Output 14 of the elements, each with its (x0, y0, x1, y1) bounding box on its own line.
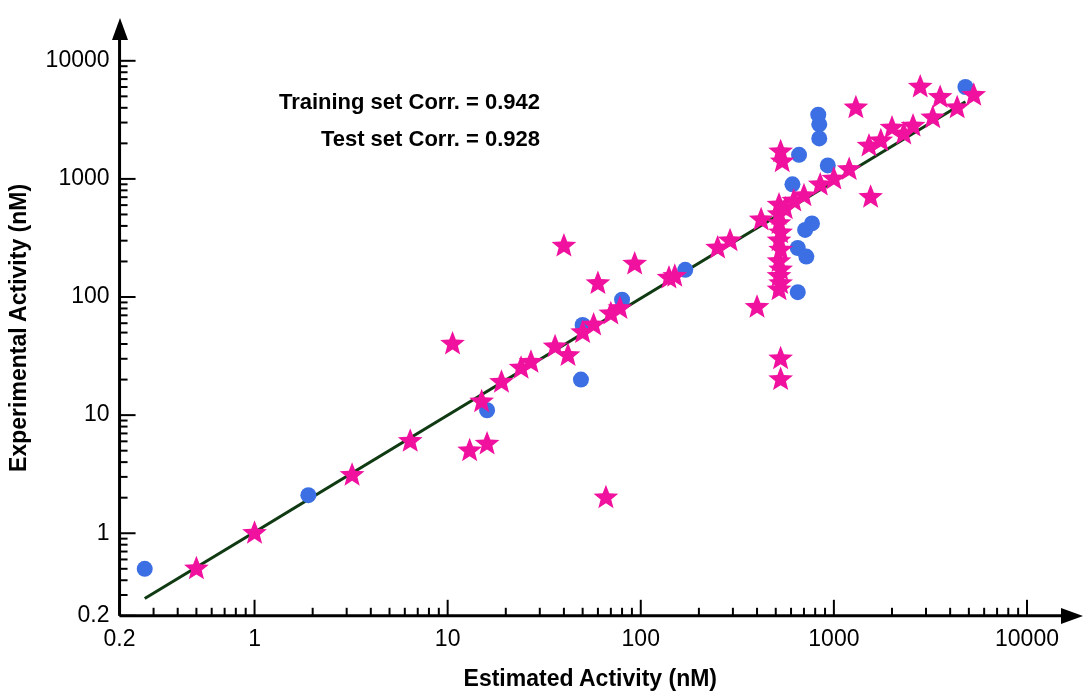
y-tick-label: 1 (96, 518, 110, 545)
x-tick-label: 1000 (808, 624, 860, 651)
x-tick-label: 1 (248, 624, 261, 651)
y-tick-label: 100 (71, 282, 110, 309)
x-tick-label: 10000 (995, 624, 1059, 651)
x-tick-label: 10 (434, 624, 461, 651)
y-tick-label: 10 (83, 400, 110, 427)
x-axis-title: Estimated Activity (nM) (463, 664, 718, 691)
y-axis-title: Experimental Activity (nM) (5, 183, 32, 472)
annotation: Test set Corr. = 0.928 (320, 126, 540, 152)
y-tick-label: 1000 (58, 164, 110, 191)
x-tick-label: 100 (621, 624, 660, 651)
annotation: Training set Corr. = 0.942 (278, 89, 540, 115)
y-tick-label: 10000 (45, 46, 110, 73)
